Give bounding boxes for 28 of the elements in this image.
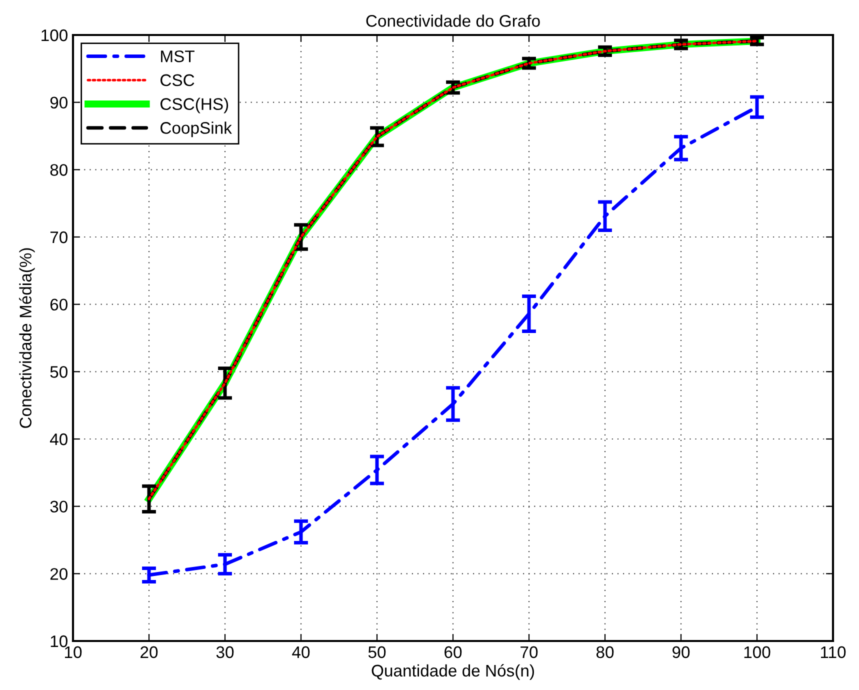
y-tick-label: 100 bbox=[42, 29, 68, 42]
x-tick-label: 50 bbox=[368, 646, 386, 658]
x-tick-label: 90 bbox=[672, 646, 690, 658]
x-tick-label: 110 bbox=[820, 646, 846, 658]
y-tick-label: 50 bbox=[50, 366, 68, 378]
legend-label: CoopSink bbox=[160, 122, 232, 138]
x-tick-label: 10 bbox=[65, 646, 82, 658]
x-tick-label: 100 bbox=[744, 646, 770, 658]
y-axis-title: Conectividade Média(%) bbox=[19, 248, 35, 428]
y-tick-label: 70 bbox=[50, 231, 68, 244]
legend-label: CSC bbox=[160, 74, 194, 86]
x-axis-title: Quantidade de Nós(n) bbox=[372, 664, 534, 680]
chart-title: Conectividade do Grafo bbox=[366, 14, 540, 27]
y-tick-label: 40 bbox=[50, 433, 68, 446]
y-tick-label: 30 bbox=[50, 500, 68, 513]
x-tick-label: 60 bbox=[444, 646, 462, 658]
legend-label: MST bbox=[161, 50, 194, 62]
y-tick-label: 10 bbox=[50, 635, 68, 648]
x-tick-label: 40 bbox=[292, 646, 310, 658]
x-tick-label: 30 bbox=[216, 646, 234, 658]
x-tick-label: 70 bbox=[520, 646, 538, 658]
y-tick-label: 90 bbox=[50, 96, 68, 109]
y-tick-label: 60 bbox=[50, 298, 68, 311]
y-tick-label: 80 bbox=[50, 164, 68, 176]
legend-label: CSC(HS) bbox=[160, 98, 228, 114]
x-tick-label: 20 bbox=[140, 646, 158, 658]
x-tick-label: 80 bbox=[596, 646, 614, 658]
y-tick-label: 20 bbox=[50, 568, 68, 580]
